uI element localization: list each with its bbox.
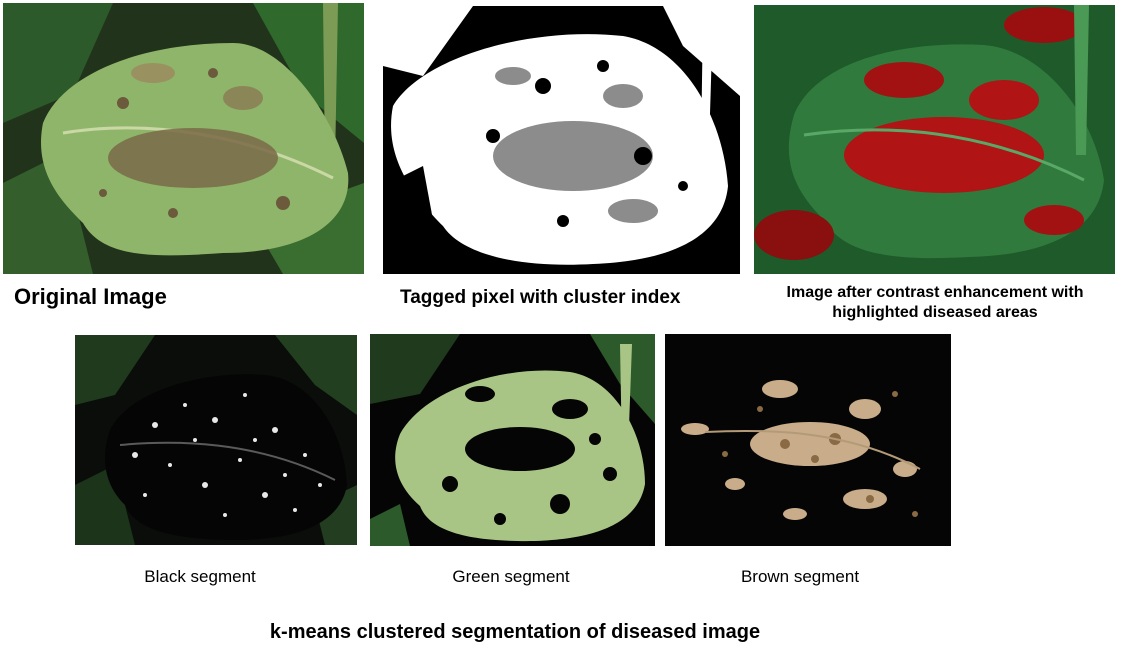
brown-segment-image (665, 334, 951, 546)
brown-segment-label: Brown segment (740, 567, 860, 586)
original-image (3, 3, 364, 274)
contrast-enhanced-label: Image after contrast enhancement with hi… (786, 284, 1084, 321)
tagged-pixel-image (383, 6, 740, 274)
green-segment-label: Green segment (452, 567, 570, 586)
original-image-label: Original Image (14, 284, 167, 309)
green-segment-image (370, 334, 655, 546)
black-segment-image (75, 335, 357, 545)
contrast-enhanced-image (754, 5, 1115, 274)
black-segment-label: Black segment (144, 567, 256, 586)
tagged-pixel-label: Tagged pixel with cluster index (400, 287, 681, 308)
figure-caption: k-means clustered segmentation of diseas… (269, 621, 761, 643)
